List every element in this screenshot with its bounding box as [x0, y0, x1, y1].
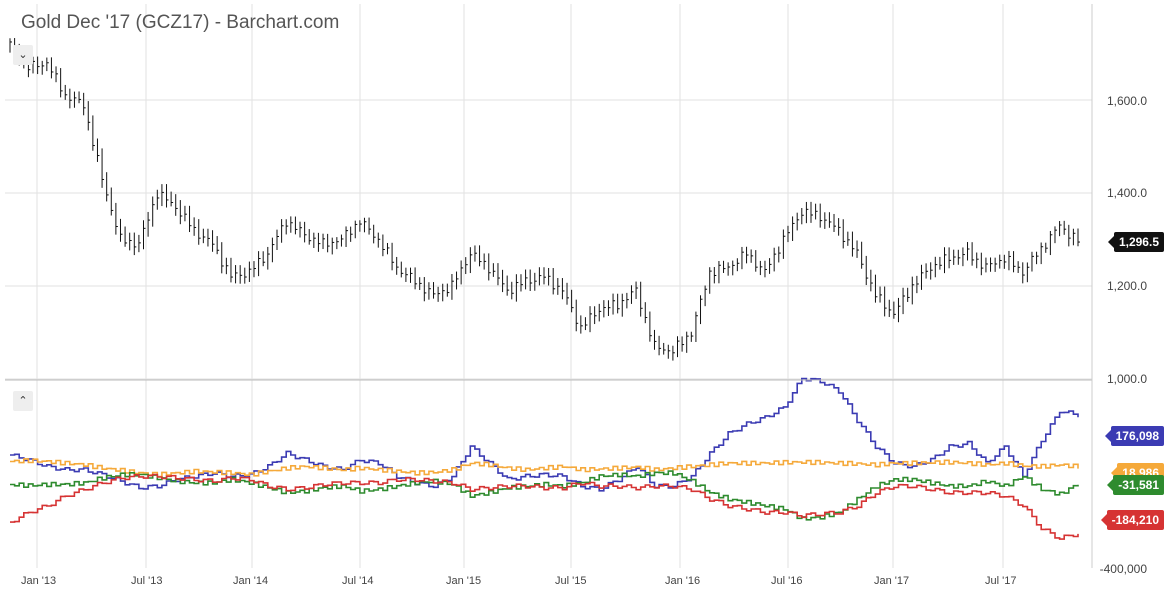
cot-series-line — [10, 377, 1079, 492]
indicator-tick-label: -400,000 — [1099, 562, 1147, 576]
price-tick-label: 1,000.0 — [1106, 372, 1147, 386]
x-tick-label: Jul '14 — [342, 575, 374, 587]
x-tick-label: Jul '16 — [771, 575, 803, 587]
x-tick-label: Jul '17 — [985, 575, 1017, 587]
cot-series-line — [10, 473, 1079, 540]
price-tick-label: 1,600.0 — [1106, 94, 1147, 108]
cot-series — [10, 377, 1079, 540]
x-tick-label: Jan '15 — [446, 575, 482, 587]
x-tick-label: Jul '13 — [131, 575, 163, 587]
cot-series-line — [10, 470, 1079, 521]
chart-title: Gold Dec '17 (GCZ17) - Barchart.com — [21, 12, 340, 33]
red-series-badge: -184,210 — [1100, 510, 1164, 530]
price-tick-label: 1,400.0 — [1106, 186, 1147, 200]
collapse-indicator-panel-button[interactable]: ⌃ — [13, 391, 33, 411]
blue-series-badge: 176,098 — [1104, 426, 1164, 446]
cot-series-line — [10, 458, 1079, 478]
collapse-price-panel-button[interactable]: ⌄ — [13, 45, 33, 65]
gridlines — [5, 4, 1092, 568]
price-tick-label: 1,200.0 — [1106, 279, 1147, 293]
x-tick-label: Jul '15 — [555, 575, 587, 587]
x-tick-label: Jan '13 — [21, 575, 57, 587]
price-series — [9, 38, 1080, 361]
last-price-badge: 1,296.5 — [1107, 232, 1164, 252]
x-tick-label: Jan '17 — [874, 575, 910, 587]
x-tick-label: Jan '16 — [665, 575, 701, 587]
green-series-badge: -31,581 — [1107, 475, 1164, 495]
x-tick-label: Jan '14 — [233, 575, 269, 587]
